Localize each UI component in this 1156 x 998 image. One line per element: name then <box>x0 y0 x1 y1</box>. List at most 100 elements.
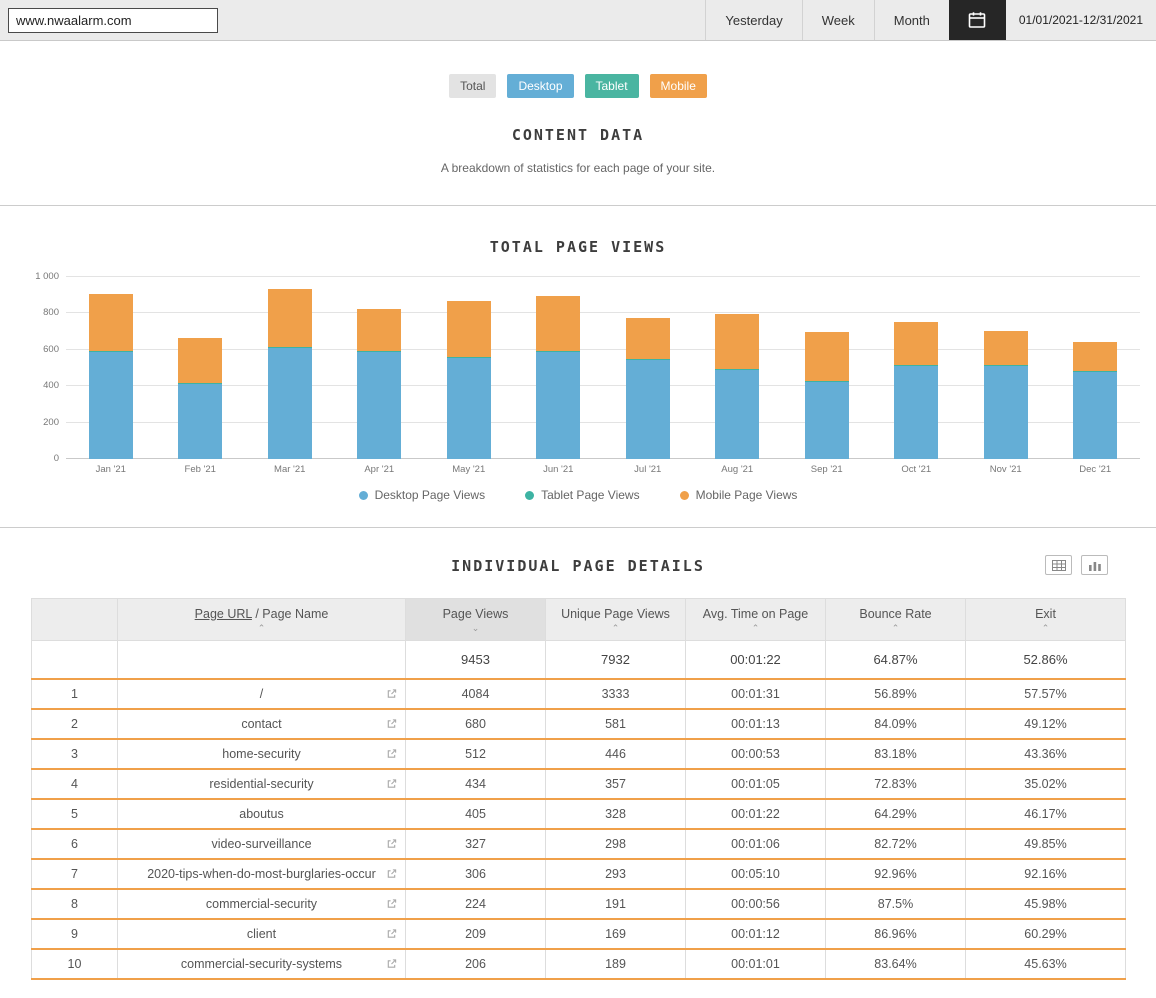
url-input[interactable] <box>8 8 218 33</box>
sort-up-icon: ⌃ <box>546 624 685 633</box>
row-avg-time: 00:00:53 <box>686 739 826 769</box>
y-tick-label: 0 <box>54 453 59 464</box>
page-name-link[interactable]: video-surveillance <box>211 837 311 851</box>
filter-desktop-button[interactable]: Desktop <box>507 74 573 98</box>
summary-avg-time: 00:01:22 <box>686 641 826 679</box>
column-header-page-url[interactable]: Page URL / Page Name ⌃ <box>118 599 406 641</box>
column-header-page-views[interactable]: Page Views ⌄ <box>406 599 546 641</box>
page-name-link[interactable]: commercial-security-systems <box>181 957 342 971</box>
divider <box>0 527 1156 528</box>
page-name-link[interactable]: / <box>260 687 263 701</box>
page-name-link[interactable]: aboutus <box>239 807 283 821</box>
external-link-icon[interactable] <box>386 748 397 759</box>
row-avg-time: 00:01:12 <box>686 919 826 949</box>
month-button[interactable]: Month <box>874 0 949 40</box>
row-page-views: 512 <box>406 739 546 769</box>
row-avg-time: 00:01:06 <box>686 829 826 859</box>
row-exit: 49.85% <box>966 829 1126 859</box>
page-name-link[interactable]: home-security <box>222 747 301 761</box>
column-header-exit[interactable]: Exit ⌃ <box>966 599 1126 641</box>
row-exit: 57.57% <box>966 679 1126 709</box>
row-page-name-cell: / <box>118 679 406 709</box>
row-bounce-rate: 83.18% <box>826 739 966 769</box>
x-tick-label: Aug '21 <box>693 464 783 475</box>
table-corner-cell <box>32 599 118 641</box>
stacked-bar-may-21[interactable] <box>447 301 491 459</box>
chart-view-button[interactable] <box>1081 555 1108 575</box>
row-unique-page-views: 581 <box>546 709 686 739</box>
stacked-bar-dec-21[interactable] <box>1073 342 1117 459</box>
sort-up-icon: ⌃ <box>686 624 825 633</box>
filter-total-button[interactable]: Total <box>449 74 496 98</box>
table-view-button[interactable] <box>1045 555 1072 575</box>
y-tick-label: 400 <box>43 380 59 391</box>
row-bounce-rate: 87.5% <box>826 889 966 919</box>
summary-exit: 52.86% <box>966 641 1126 679</box>
summary-page-views: 9453 <box>406 641 546 679</box>
stacked-bar-jul-21[interactable] <box>626 318 670 459</box>
sort-down-icon: ⌄ <box>406 624 545 633</box>
row-rank: 7 <box>32 859 118 889</box>
external-link-icon[interactable] <box>386 928 397 939</box>
external-link-icon[interactable] <box>386 838 397 849</box>
view-toggles <box>1045 555 1108 575</box>
page-name-link[interactable]: commercial-security <box>206 897 317 911</box>
row-avg-time: 00:01:22 <box>686 799 826 829</box>
filter-tablet-button[interactable]: Tablet <box>585 74 639 98</box>
stacked-bar-feb-21[interactable] <box>178 338 222 459</box>
external-link-icon[interactable] <box>386 868 397 879</box>
topbar: Yesterday Week Month 01/01/2021-12/31/20… <box>0 0 1156 41</box>
stacked-bar-oct-21[interactable] <box>894 322 938 459</box>
row-unique-page-views: 328 <box>546 799 686 829</box>
stacked-bar-nov-21[interactable] <box>984 331 1028 459</box>
stacked-bar-jan-21[interactable] <box>89 294 133 459</box>
x-tick-label: Dec '21 <box>1051 464 1141 475</box>
external-link-icon[interactable] <box>386 958 397 969</box>
row-exit: 49.12% <box>966 709 1126 739</box>
stacked-bar-apr-21[interactable] <box>357 309 401 459</box>
stacked-bar-aug-21[interactable] <box>715 314 759 459</box>
external-link-icon[interactable] <box>386 778 397 789</box>
legend-item[interactable]: Desktop Page Views <box>359 488 486 502</box>
row-page-views: 206 <box>406 949 546 979</box>
legend-item[interactable]: Mobile Page Views <box>680 488 798 502</box>
week-button[interactable]: Week <box>802 0 874 40</box>
column-header-bounce-rate[interactable]: Bounce Rate ⌃ <box>826 599 966 641</box>
page-name-link[interactable]: residential-security <box>209 777 313 791</box>
row-exit: 45.63% <box>966 949 1126 979</box>
row-rank: 3 <box>32 739 118 769</box>
column-header-unique-page-views[interactable]: Unique Page Views ⌃ <box>546 599 686 641</box>
total-page-views-title: TOTAL PAGE VIEWS <box>0 238 1156 256</box>
yesterday-button[interactable]: Yesterday <box>705 0 801 40</box>
row-page-views: 327 <box>406 829 546 859</box>
row-rank: 8 <box>32 889 118 919</box>
filter-mobile-button[interactable]: Mobile <box>650 74 707 98</box>
stacked-bar-jun-21[interactable] <box>536 296 580 459</box>
row-avg-time: 00:00:56 <box>686 889 826 919</box>
external-link-icon[interactable] <box>386 688 397 699</box>
page-views-chart: 02004006008001 000 Jan '21Feb '21Mar '21… <box>16 277 1140 502</box>
row-exit: 43.36% <box>966 739 1126 769</box>
row-exit: 46.17% <box>966 799 1126 829</box>
row-exit: 92.16% <box>966 859 1126 889</box>
calendar-button[interactable] <box>949 0 1006 40</box>
row-page-views: 306 <box>406 859 546 889</box>
legend-item[interactable]: Tablet Page Views <box>525 488 640 502</box>
external-link-icon[interactable] <box>386 718 397 729</box>
row-bounce-rate: 84.09% <box>826 709 966 739</box>
external-link-icon[interactable] <box>386 898 397 909</box>
page-name-link[interactable]: contact <box>241 717 281 731</box>
stacked-bar-sep-21[interactable] <box>805 332 849 459</box>
row-page-views: 224 <box>406 889 546 919</box>
row-page-name-cell: contact <box>118 709 406 739</box>
page-name-link[interactable]: client <box>247 927 276 941</box>
row-unique-page-views: 446 <box>546 739 686 769</box>
stacked-bar-mar-21[interactable] <box>268 289 312 459</box>
legend-dot-icon <box>525 491 534 500</box>
legend-label: Desktop Page Views <box>375 488 486 502</box>
x-tick-label: Oct '21 <box>872 464 962 475</box>
table-row: 7 2020-tips-when-do-most-burglaries-occur… <box>32 859 1126 889</box>
page-name-link[interactable]: 2020-tips-when-do-most-burglaries-occur <box>147 867 376 881</box>
row-unique-page-views: 191 <box>546 889 686 919</box>
column-header-avg-time[interactable]: Avg. Time on Page ⌃ <box>686 599 826 641</box>
